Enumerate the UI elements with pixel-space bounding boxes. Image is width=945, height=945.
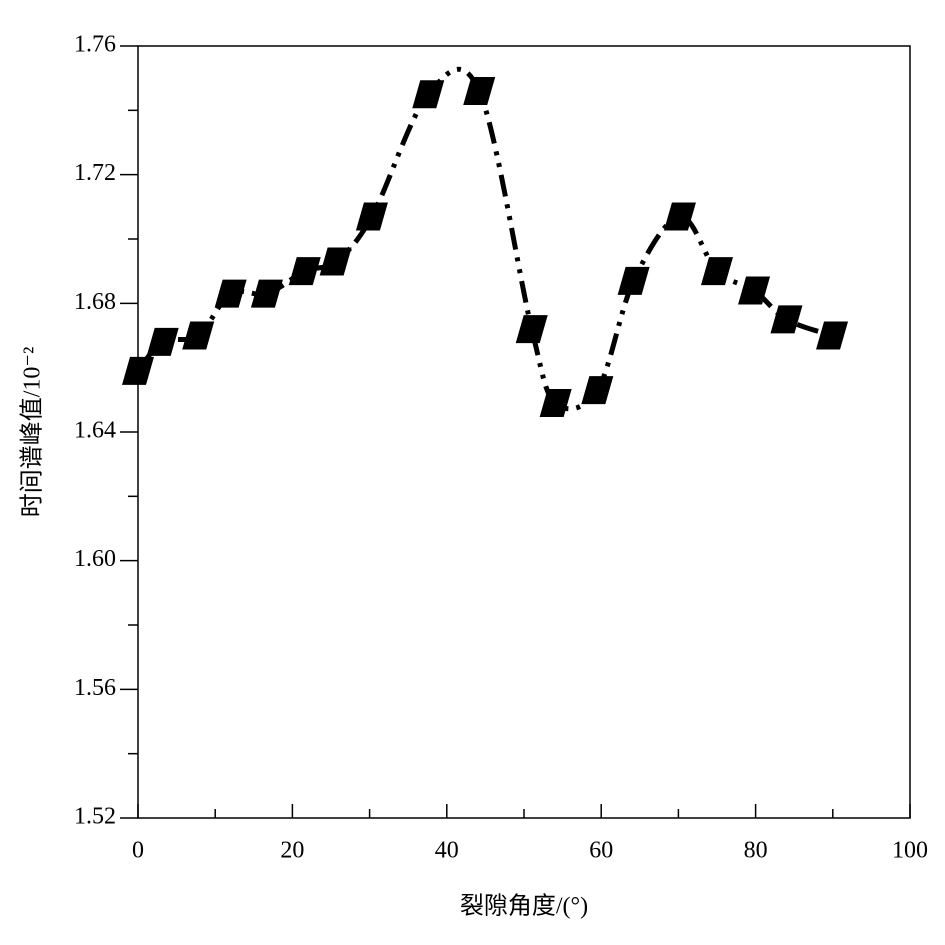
marker <box>250 279 283 308</box>
y-tick-label: 1.72 <box>74 160 116 186</box>
y-tick-label: 1.52 <box>74 804 116 830</box>
x-axis-label: 裂隙角度/(°) <box>460 893 588 920</box>
line <box>136 66 833 412</box>
marker <box>214 279 247 308</box>
marker <box>816 321 849 350</box>
marker <box>663 202 696 231</box>
x-tick-label: 80 <box>744 838 768 864</box>
y-tick-label: 1.56 <box>74 675 116 701</box>
marker <box>770 305 803 334</box>
marker <box>182 321 215 350</box>
y-tick-label: 1.76 <box>74 32 116 58</box>
x-tick-label: 40 <box>435 838 459 864</box>
marker <box>319 247 352 276</box>
marker <box>738 276 771 305</box>
y-tick-label: 1.60 <box>74 546 116 572</box>
marker <box>701 257 733 286</box>
marker <box>617 266 650 295</box>
marker <box>146 327 179 356</box>
x-tick-label: 0 <box>132 838 144 864</box>
y-axis-label: 时间谱峰值/10⁻² <box>19 347 46 518</box>
marker <box>581 376 614 405</box>
x-tick-label: 20 <box>280 838 304 864</box>
y-tick-label: 1.68 <box>74 289 116 315</box>
marker <box>515 315 548 344</box>
marker <box>288 257 321 286</box>
x-tick-label: 100 <box>892 838 928 864</box>
marker <box>355 202 388 231</box>
marker <box>412 80 445 109</box>
plot-frame <box>137 45 911 819</box>
marker <box>122 356 154 385</box>
y-tick-label: 1.64 <box>74 418 116 444</box>
x-tick-label: 60 <box>589 838 613 864</box>
marker <box>539 389 572 418</box>
marker <box>463 77 496 106</box>
